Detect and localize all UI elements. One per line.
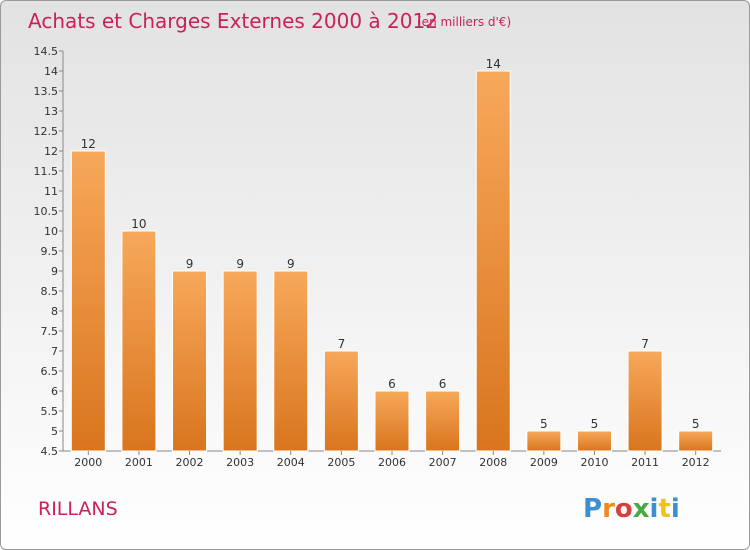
bar-value-label: 5 (591, 417, 599, 431)
x-tick-label: 2010 (580, 456, 608, 469)
y-tick-label: 12.5 (34, 125, 59, 138)
bar (222, 270, 258, 452)
bar-value-label: 14 (486, 57, 501, 71)
x-tick-label: 2009 (530, 456, 558, 469)
x-tick-label: 2003 (226, 456, 254, 469)
y-tick-label: 10 (44, 225, 58, 238)
y-tick-label: 11 (44, 185, 58, 198)
y-tick-label: 9.5 (41, 245, 59, 258)
y-tick-label: 4.5 (41, 445, 59, 458)
plot-area: 4.5 5 5.5 6 6.5 7 7.5 8 8.5 9 9.5 10 10.5 11 11.5 12 12.… (34, 45, 721, 469)
bar (526, 430, 562, 452)
y-tick-label: 9 (51, 265, 58, 278)
bar-value-label: 5 (540, 417, 548, 431)
y-tick-label: 11.5 (34, 165, 59, 178)
y-tick-label: 10.5 (34, 205, 59, 218)
bar (172, 270, 208, 452)
x-tick-label: 2007 (429, 456, 457, 469)
bar-value-label: 10 (131, 217, 146, 231)
y-tick-label: 5.5 (41, 405, 59, 418)
x-tick-label: 2002 (176, 456, 204, 469)
x-tick-label: 2001 (125, 456, 153, 469)
bar (70, 150, 106, 452)
bar-value-label: 5 (692, 417, 700, 431)
commune-name: RILLANS (38, 498, 118, 520)
bar (627, 350, 663, 452)
y-tick-label: 12 (44, 145, 58, 158)
bar (273, 270, 309, 452)
chart-subtitle: (en milliers d'€) (417, 15, 511, 29)
logo-letter: P (583, 494, 602, 524)
bar-value-label: 9 (236, 257, 244, 271)
bar (121, 230, 157, 452)
bar-value-label: 9 (186, 257, 194, 271)
bar-value-label: 6 (439, 377, 447, 391)
bar-value-label: 6 (388, 377, 396, 391)
x-tick-label: 2011 (631, 456, 659, 469)
y-tick-label: 6 (51, 385, 58, 398)
y-tick-label: 13 (44, 105, 58, 118)
proxiti-logo: Proxiti (583, 494, 680, 524)
logo-letter: o (615, 494, 633, 524)
logo-letter: i (650, 494, 659, 524)
logo-letter: t (658, 494, 670, 524)
logo-letter: r (602, 494, 615, 524)
bar (374, 390, 410, 452)
x-tick-label: 2005 (327, 456, 355, 469)
bar-value-label: 7 (338, 337, 346, 351)
bar (475, 70, 511, 452)
y-tick-label: 6.5 (41, 365, 59, 378)
x-tick-label: 2004 (277, 456, 305, 469)
x-tick-label: 2008 (479, 456, 507, 469)
x-tick-label: 2006 (378, 456, 406, 469)
bar (678, 430, 714, 452)
bar (323, 350, 359, 452)
logo-letter: x (633, 494, 650, 524)
y-tick-label: 8 (51, 305, 58, 318)
chart-title: Achats et Charges Externes 2000 à 2012 (28, 9, 438, 33)
y-tick-label: 8.5 (41, 285, 59, 298)
bar (425, 390, 461, 452)
x-tick-label: 2000 (74, 456, 102, 469)
y-tick-label: 14 (44, 65, 58, 78)
bar-value-label: 9 (287, 257, 295, 271)
bar-value-label: 7 (641, 337, 649, 351)
x-tick-label: 2012 (682, 456, 710, 469)
y-tick-label: 14.5 (34, 45, 59, 58)
y-tick-label: 7 (51, 345, 58, 358)
bar (576, 430, 612, 452)
y-tick-label: 7.5 (41, 325, 59, 338)
y-tick-label: 13.5 (34, 85, 59, 98)
logo-letter: i (671, 494, 680, 524)
y-tick-label: 5 (51, 425, 58, 438)
bar-value-label: 12 (81, 137, 96, 151)
